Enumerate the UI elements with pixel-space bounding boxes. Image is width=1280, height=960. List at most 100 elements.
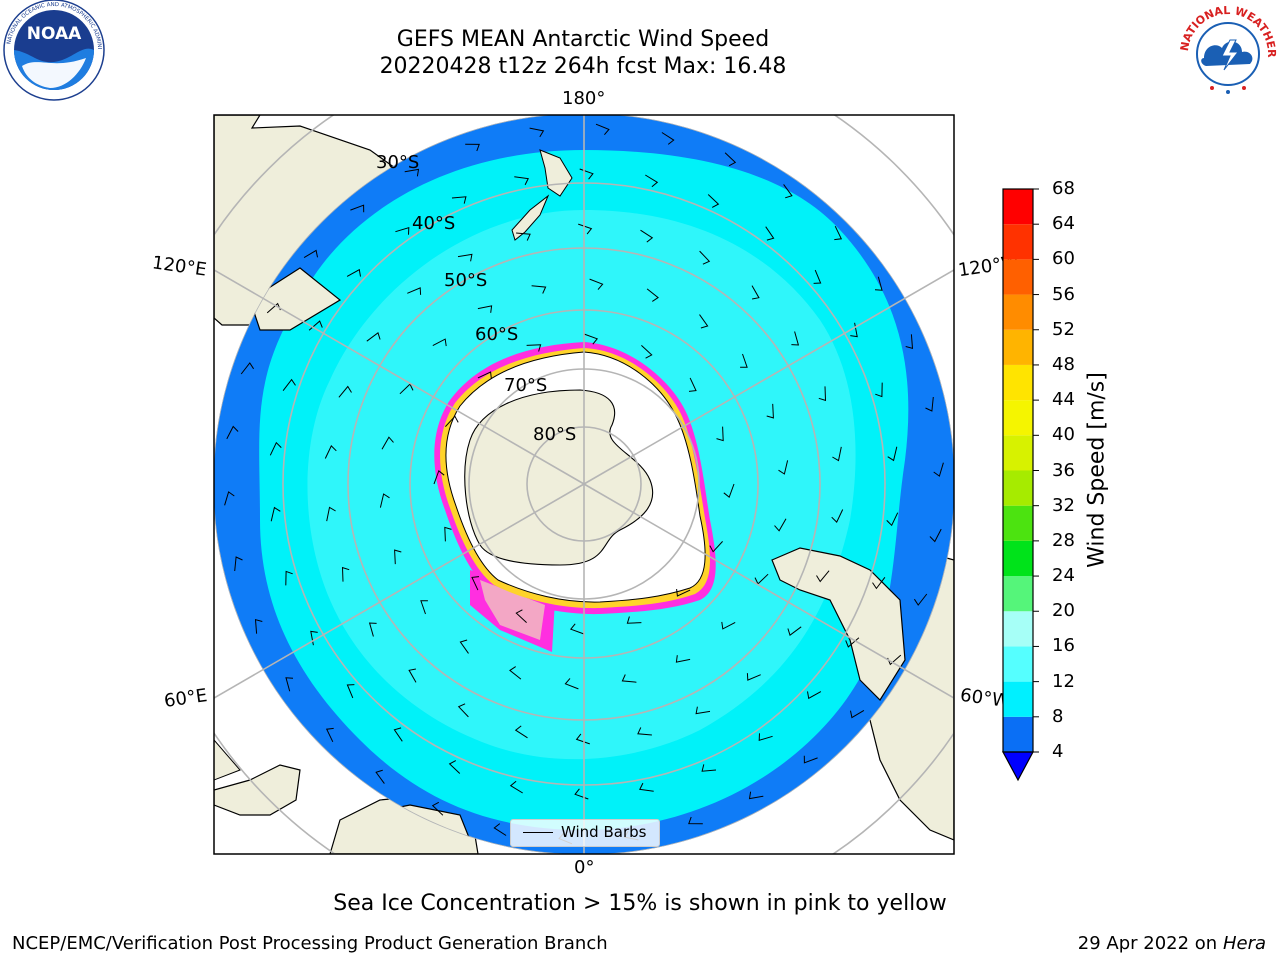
colorbar-tick-label: 20 [1052, 600, 1075, 622]
colorbar-tick-label: 36 [1052, 459, 1075, 481]
wind-barb [803, 755, 818, 764]
wind-barb [818, 386, 827, 402]
lon-label-0: 0° [574, 857, 595, 878]
colorbar-segment [1003, 576, 1033, 612]
noaa-logo: NOAA NATIONAL OCEANIC AND ATMOSPHERIC AD… [2, 0, 105, 101]
wind-barb [350, 204, 365, 213]
wind-barb [723, 483, 735, 499]
wind-barb [676, 588, 691, 597]
lat-label-40s: 40°S [412, 213, 456, 234]
colorbar-segment [1003, 716, 1033, 752]
wind-barb [269, 441, 282, 456]
map-frame [213, 114, 955, 855]
wind-barb [807, 691, 822, 700]
wind-barb [465, 143, 480, 152]
wind-barb [850, 709, 865, 719]
wind-barb [240, 362, 255, 375]
wind-barb [766, 403, 774, 419]
wind-barb [751, 285, 760, 300]
wind-barb [515, 609, 527, 623]
wind-barb [905, 334, 914, 349]
wind-barb [303, 249, 318, 259]
wind-barb [366, 331, 381, 342]
wind-barb [379, 493, 390, 508]
wind-barb [707, 194, 720, 208]
wind-barb [444, 526, 452, 542]
sea-ice-note: Sea Ice Concentration > 15% is shown in … [333, 891, 947, 916]
wind-barb [270, 506, 281, 522]
wind-barb [626, 616, 642, 624]
wind-barb [929, 528, 942, 543]
wind-barb [933, 462, 944, 477]
wind-barb [408, 668, 417, 683]
wind-barb [886, 512, 899, 527]
wind-barb [338, 385, 352, 398]
wind-barb [445, 415, 459, 427]
wind-barb [621, 674, 637, 683]
wind-barb [375, 769, 385, 784]
wind-barb [509, 666, 522, 680]
colorbar-segment [1003, 470, 1033, 506]
wind-barb [569, 623, 585, 635]
wind-barb [887, 446, 898, 462]
wind-barb [925, 396, 934, 412]
lat-label-80s: 80°S [533, 424, 577, 445]
colorbar-tick-label: 24 [1052, 565, 1075, 587]
wind-barb [346, 268, 361, 277]
colorbar-tick-label: 48 [1052, 353, 1075, 375]
wind-barb [913, 593, 928, 606]
wind-barb [748, 791, 764, 800]
wind-barb [816, 570, 830, 583]
wind-barb [740, 353, 748, 368]
colorbar-tick-label: 28 [1052, 529, 1075, 551]
colorbar-tick-label: 52 [1052, 318, 1075, 340]
wind-barb [420, 600, 428, 615]
wind-barb [285, 570, 293, 586]
noaa-logo-text: NOAA [27, 24, 82, 44]
colorbar-tick-label: 4 [1052, 741, 1064, 762]
wind-barb [381, 436, 394, 450]
wind-barb [765, 226, 775, 241]
wind-barb [529, 127, 545, 138]
wind-barb [234, 556, 243, 572]
wind-barb [477, 371, 492, 380]
wind-barb [324, 445, 337, 459]
wind-barb [493, 823, 507, 836]
wind-barb [575, 733, 590, 745]
wind-barb [709, 541, 723, 553]
wind-barb [459, 639, 469, 654]
wind-barb [341, 566, 350, 582]
chart-title: GEFS MEAN Antarctic Wind Speed [396, 27, 770, 52]
wind-barb [778, 460, 789, 475]
wind-barb [699, 250, 711, 265]
wind-barb [514, 176, 529, 186]
wind-barb [783, 184, 793, 199]
colorbar-segment [1003, 259, 1033, 295]
colorbar-segment [1003, 189, 1033, 225]
wind-barb [404, 168, 420, 177]
footer-date-text: 29 Apr 2022 on [1077, 933, 1223, 954]
lat-label-60s: 60°S [475, 324, 519, 345]
colorbar-segment [1003, 435, 1033, 471]
wind-barb-legend-label: Wind Barbs [561, 823, 647, 841]
footer-date: 29 Apr 2022 on Hera [1078, 933, 1266, 954]
colorbar-tick-label: 60 [1052, 248, 1075, 270]
wind-barb [831, 509, 844, 523]
wind-barb [457, 703, 469, 718]
wind-barb [791, 331, 800, 346]
wind-barb [787, 626, 802, 637]
wind-barb [688, 816, 703, 825]
colorbar-segment [1003, 611, 1033, 647]
wind-barb [578, 223, 593, 235]
colorbar-under-extension [1001, 751, 1035, 782]
wind-barb [509, 780, 523, 794]
wind-barb [516, 232, 531, 241]
wind-barb [432, 338, 447, 347]
lat-label-30s: 30°S [376, 152, 420, 173]
nws-logo: NATIONAL WEATHER SERVICE [1176, 0, 1278, 99]
wind-barb [688, 377, 697, 392]
wind-barb [639, 782, 654, 792]
colorbar-segment [1003, 646, 1033, 682]
map-legend: Wind Barbs [510, 819, 660, 847]
